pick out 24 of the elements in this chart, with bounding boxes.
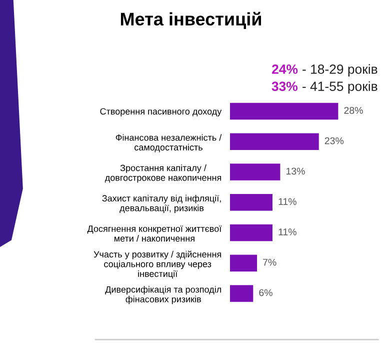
data-label: 13% [286,168,305,175]
y-tick-label: Досягнення конкретної життєвої мети / накопичення [87,226,222,242]
bar [230,194,272,211]
bar [230,285,254,302]
text: 24% - 18-29 років [272,64,378,76]
y-tick-label: Захист капіталу від інфляції, девальвації, ризиків [102,194,221,214]
bar [230,133,319,150]
chart-title: Мета інвестицій [120,12,262,29]
data-label: 11% [278,198,296,205]
data-label: 28% [344,106,363,114]
data-label: 6% [259,289,272,296]
bar [230,102,338,120]
data-label: 7% [263,258,276,266]
bar [230,224,272,242]
y-tick-label: Зростання капіталу / довгострокове накопичення [104,164,222,183]
bar [230,164,280,180]
data-label: 11% [278,228,296,236]
y-tick-label: Участь у розвитку / здійснення соціального впливу через інвестиції [94,250,222,279]
data-label: 23% [324,137,344,144]
y-tick-label: Фінансова незалежність / самодостатність [116,134,222,152]
text: 33% - 41-55 років [272,81,378,94]
y-tick-label: Створення пасивного доходу [100,108,222,116]
bar [230,254,258,272]
y-tick-label: Диверсифікація та розподіл фінасових ризиків [105,286,222,304]
